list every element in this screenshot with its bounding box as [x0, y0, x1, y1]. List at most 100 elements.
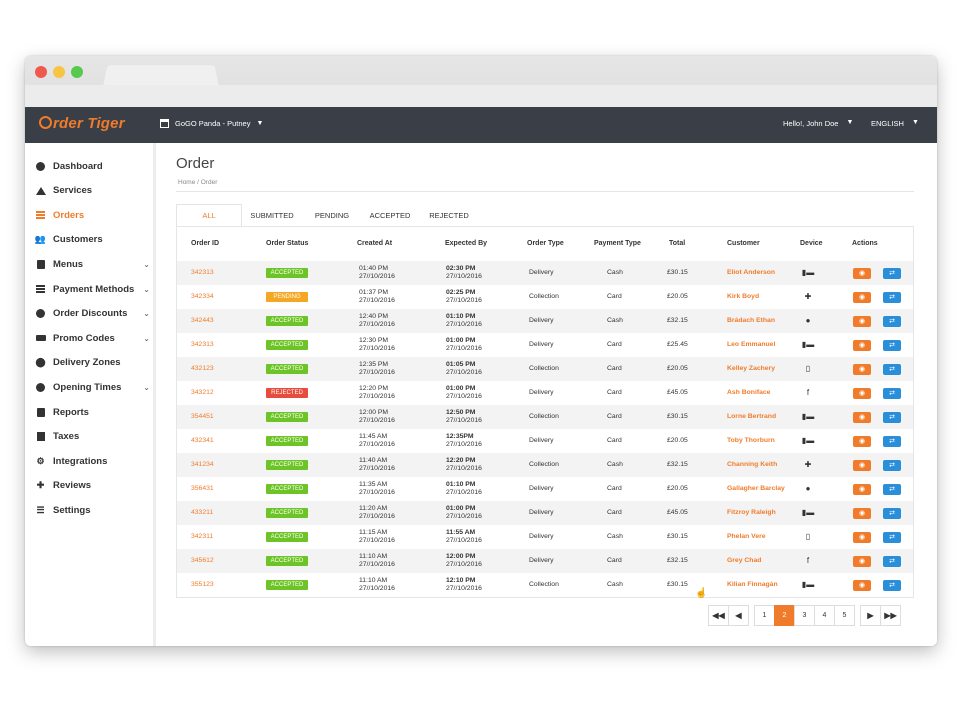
table-row[interactable]: 342313 ACCEPTED 12:30 PM 27//10/2016 01:00 P…: [177, 333, 913, 357]
order-id-link[interactable]: 341234: [191, 461, 214, 468]
sidebar-item-promo-codes[interactable]: Promo Codes ⌄: [35, 331, 150, 345]
order-id-link[interactable]: 342334: [191, 293, 214, 300]
page-3-button[interactable]: 3: [794, 605, 815, 626]
table-row[interactable]: 342334 PENDING 01:37 PM 27//10/2016 02:25 PM…: [177, 285, 913, 309]
next-page-icon[interactable]: ▶: [860, 605, 881, 626]
customer-link[interactable]: Eliot Anderson: [727, 269, 776, 276]
edit-order-button[interactable]: ⇄: [883, 268, 901, 279]
order-id-link[interactable]: 432123: [191, 365, 214, 372]
order-id-link[interactable]: 342313: [191, 341, 214, 348]
order-id-link[interactable]: 356431: [191, 485, 214, 492]
view-order-button[interactable]: ◉: [853, 460, 871, 471]
view-order-button[interactable]: ◉: [853, 268, 871, 279]
sidebar-item-customers[interactable]: 👥 Customers: [35, 233, 150, 247]
edit-order-button[interactable]: ⇄: [883, 292, 901, 303]
view-order-button[interactable]: ◉: [853, 316, 871, 327]
col-header-payment-type[interactable]: Payment Type: [594, 240, 641, 247]
view-order-button[interactable]: ◉: [853, 508, 871, 519]
col-header-customer[interactable]: Customer: [727, 240, 760, 247]
minimize-window-button[interactable]: [53, 66, 65, 78]
table-row[interactable]: 432341 ACCEPTED 11:45 AM 27//10/2016 12:35PM…: [177, 429, 913, 453]
page-1-button[interactable]: 1: [754, 605, 775, 626]
edit-order-button[interactable]: ⇄: [883, 508, 901, 519]
page-5-button[interactable]: 5: [834, 605, 855, 626]
edit-order-button[interactable]: ⇄: [883, 580, 901, 591]
col-header-created-at[interactable]: Created At: [357, 240, 393, 247]
order-id-link[interactable]: 354451: [191, 413, 214, 420]
edit-order-button[interactable]: ⇄: [883, 460, 901, 471]
breadcrumb[interactable]: Home / Order: [178, 179, 218, 186]
table-row[interactable]: 354451 ACCEPTED 12:00 PM 27//10/2016 12:50 P…: [177, 405, 913, 429]
table-row[interactable]: 356431 ACCEPTED 11:35 AM 27//10/2016 01:10 P…: [177, 477, 913, 501]
col-header-expected-by[interactable]: Expected By: [445, 240, 488, 247]
close-window-button[interactable]: [35, 66, 47, 78]
customer-link[interactable]: Grey Chad: [727, 557, 762, 564]
customer-link[interactable]: Brádach Ethan: [727, 317, 775, 324]
customer-link[interactable]: Toby Thorburn: [727, 437, 775, 444]
customer-link[interactable]: Channing Keith: [727, 461, 778, 468]
view-order-button[interactable]: ◉: [853, 580, 871, 591]
customer-link[interactable]: Kirk Boyd: [727, 293, 760, 300]
last-page-icon[interactable]: ▶▶: [880, 605, 901, 626]
prev-page-icon[interactable]: ◀: [728, 605, 749, 626]
order-id-link[interactable]: 342311: [191, 533, 214, 540]
table-row[interactable]: 433211 ACCEPTED 11:20 AM 27//10/2016 01:00 P…: [177, 501, 913, 525]
sidebar-item-orders[interactable]: Orders: [35, 208, 150, 222]
customer-link[interactable]: Phelan Vere: [727, 533, 766, 540]
sidebar-item-integrations[interactable]: ⚙ Integrations: [35, 454, 150, 468]
view-order-button[interactable]: ◉: [853, 340, 871, 351]
customer-link[interactable]: Kilian Finnagán: [727, 581, 778, 588]
sidebar-item-reports[interactable]: Reports: [35, 405, 150, 419]
tab-all[interactable]: ALL: [176, 204, 242, 226]
tab-accepted[interactable]: ACCEPTED: [369, 210, 411, 220]
order-tiger-logo[interactable]: rder Tiger: [39, 115, 125, 132]
customer-link[interactable]: Lorne Bertrand: [727, 413, 777, 420]
order-id-link[interactable]: 343212: [191, 389, 214, 396]
view-order-button[interactable]: ◉: [853, 484, 871, 495]
view-order-button[interactable]: ◉: [853, 388, 871, 399]
customer-link[interactable]: Leo Emmanuel: [727, 341, 776, 348]
chevron-down-icon[interactable]: ⌄: [143, 284, 150, 294]
tab-submitted[interactable]: SUBMITTED: [250, 210, 294, 220]
sidebar-item-opening-times[interactable]: Opening Times ⌄: [35, 380, 150, 394]
table-row[interactable]: 432123 ACCEPTED 12:35 PM 27//10/2016 01:05 P…: [177, 357, 913, 381]
edit-order-button[interactable]: ⇄: [883, 340, 901, 351]
view-order-button[interactable]: ◉: [853, 436, 871, 447]
browser-tab[interactable]: [103, 65, 219, 87]
edit-order-button[interactable]: ⇄: [883, 484, 901, 495]
edit-order-button[interactable]: ⇄: [883, 316, 901, 327]
col-header-device[interactable]: Device: [800, 240, 823, 247]
sidebar-item-taxes[interactable]: Taxes: [35, 430, 150, 444]
sidebar-item-payment-methods[interactable]: Payment Methods ⌄: [35, 282, 150, 296]
edit-order-button[interactable]: ⇄: [883, 556, 901, 567]
customer-link[interactable]: Gallagher Barclay: [727, 485, 785, 492]
chevron-down-icon[interactable]: ⌄: [143, 333, 150, 343]
maximize-window-button[interactable]: [71, 66, 83, 78]
table-row[interactable]: 343212 REJECTED 12:20 PM 27//10/2016 01:00 P…: [177, 381, 913, 405]
page-2-button[interactable]: 2: [774, 605, 795, 626]
sidebar-item-order-discounts[interactable]: Order Discounts ⌄: [35, 307, 150, 321]
edit-order-button[interactable]: ⇄: [883, 532, 901, 543]
order-id-link[interactable]: 433211: [191, 509, 214, 516]
chevron-down-icon[interactable]: ⌄: [143, 259, 150, 269]
edit-order-button[interactable]: ⇄: [883, 412, 901, 423]
view-order-button[interactable]: ◉: [853, 292, 871, 303]
edit-order-button[interactable]: ⇄: [883, 364, 901, 375]
sidebar-item-menus[interactable]: Menus ⌄: [35, 257, 150, 271]
user-menu[interactable]: Hello!, John Doe ▼: [783, 119, 853, 128]
table-row[interactable]: 342311 ACCEPTED 11:15 AM 27//10/2016 11:55 A…: [177, 525, 913, 549]
sidebar-item-services[interactable]: Services: [35, 184, 150, 198]
table-row[interactable]: 342443 ACCEPTED 12:40 PM 27//10/2016 01:10 P…: [177, 309, 913, 333]
view-order-button[interactable]: ◉: [853, 532, 871, 543]
first-page-icon[interactable]: ◀◀: [708, 605, 729, 626]
customer-link[interactable]: Kelley Zachery: [727, 365, 775, 372]
col-header-order-id[interactable]: Order ID: [191, 240, 220, 247]
view-order-button[interactable]: ◉: [853, 556, 871, 567]
store-selector[interactable]: GoGO Panda - Putney ▼: [160, 119, 263, 128]
table-row[interactable]: 345612 ACCEPTED 11:10 AM 27//10/2016 12:00 P…: [177, 549, 913, 573]
col-header-order-status[interactable]: Order Status: [266, 240, 309, 247]
sidebar-item-reviews[interactable]: ✚ Reviews: [35, 479, 150, 493]
col-header-order-type[interactable]: Order Type: [527, 240, 564, 247]
language-selector[interactable]: ENGLISH ▼: [871, 119, 919, 128]
edit-order-button[interactable]: ⇄: [883, 436, 901, 447]
